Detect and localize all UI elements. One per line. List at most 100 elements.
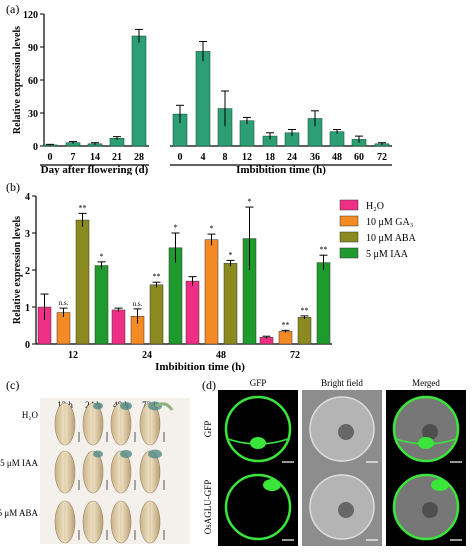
- x-tick-label: 14: [90, 152, 100, 163]
- seed: [82, 450, 108, 494]
- seed: [54, 450, 80, 494]
- x-tick-label: 24: [142, 350, 152, 361]
- bar: [94, 265, 109, 345]
- panel-a-group2-title: Imbibition time (h): [236, 164, 326, 175]
- x-tick-label: 12: [242, 152, 252, 163]
- panel-d-label: (d): [202, 378, 216, 392]
- seed: [54, 402, 80, 446]
- significance-mark: *: [229, 250, 233, 259]
- panel-b-bars: [37, 206, 331, 345]
- column-label: GFP: [250, 378, 267, 388]
- y-tick-label: 0: [33, 142, 38, 153]
- legend-label: 5 μM IAA: [366, 249, 409, 260]
- column-label: Bright field: [321, 378, 363, 388]
- bar: [56, 312, 71, 345]
- significance-mark: *: [248, 197, 252, 206]
- x-tick-label: 24: [287, 152, 297, 163]
- panel-a-group1-title: Day after flowering (d): [41, 164, 149, 175]
- bar: [239, 120, 255, 147]
- bar: [149, 284, 164, 345]
- legend-swatch: [339, 215, 359, 227]
- panel-b-label: (b): [6, 180, 20, 194]
- x-tick-label: 7: [71, 152, 76, 163]
- bar: [131, 35, 147, 147]
- x-tick-label: 18: [265, 152, 275, 163]
- significance-mark: n.s.: [59, 299, 69, 307]
- significance-mark: n.s.: [133, 300, 143, 308]
- legend-label: 10 μM ABA: [366, 233, 417, 244]
- x-tick-label: 60: [354, 152, 364, 163]
- significance-mark: **: [282, 320, 290, 329]
- legend-swatch: [339, 247, 359, 259]
- significance-mark: **: [320, 245, 328, 254]
- significance-mark: **: [153, 272, 161, 281]
- legend-label: 10 μM GA₃: [366, 217, 413, 228]
- seed: [139, 401, 174, 446]
- bar: [204, 239, 219, 345]
- micrograph: [218, 468, 298, 546]
- x-tick-label: 48: [216, 350, 226, 361]
- seed: [82, 500, 108, 544]
- panel-b-xlabel: Imbibition time (h): [155, 361, 245, 373]
- y-tick-label: 1: [25, 303, 30, 314]
- x-tick-label: 48: [332, 152, 342, 163]
- seed: [110, 450, 136, 494]
- panel-b-ylabel: Relative expression levels: [12, 216, 23, 324]
- panel-a-label: (a): [6, 2, 19, 16]
- significance-mark: *: [174, 223, 178, 232]
- y-tick-label: 2: [25, 266, 30, 277]
- row-label: GFP: [203, 421, 213, 438]
- significance-mark: **: [301, 306, 309, 315]
- seed: [139, 500, 165, 544]
- y-tick-label: 3: [25, 229, 30, 240]
- row-label: H₂O: [22, 410, 39, 420]
- row-label: 5 μM ABA: [0, 508, 38, 518]
- x-tick-label: 0: [178, 152, 183, 163]
- y-tick-label: 60: [28, 76, 38, 87]
- y-tick-label: 0: [25, 340, 30, 351]
- y-tick-label: 90: [28, 43, 38, 54]
- y-tick-label: 120: [23, 10, 38, 21]
- seed: [110, 402, 136, 446]
- y-tick-label: 30: [28, 109, 38, 120]
- seed: [82, 402, 108, 446]
- legend-swatch: [339, 199, 359, 211]
- significance-mark: **: [79, 203, 87, 212]
- legend-label: H₂O: [366, 201, 384, 212]
- bar: [111, 309, 126, 345]
- bar: [185, 280, 200, 345]
- bar: [75, 219, 90, 345]
- seed: [110, 500, 136, 544]
- bar: [278, 331, 293, 345]
- micrograph: [302, 390, 382, 468]
- significance-mark: *: [210, 224, 214, 233]
- column-label: Merged: [412, 378, 440, 388]
- bar: [223, 263, 238, 345]
- legend-swatch: [339, 231, 359, 243]
- x-tick-label: 4: [201, 152, 206, 163]
- micrograph: [302, 468, 382, 546]
- x-tick-label: 8: [223, 152, 228, 163]
- x-tick-label: 72: [290, 350, 300, 361]
- bar: [297, 317, 312, 345]
- panel-b-legend: H₂O 10 μM GA₃ 10 μM ABA 5 μM IAA: [339, 199, 417, 260]
- y-tick-label: 4: [25, 192, 30, 203]
- micrograph: [386, 390, 466, 468]
- panel-c-label: (c): [6, 378, 19, 392]
- panel-a-bars: [42, 28, 390, 147]
- chart-b: (b) Relative expression levels 0123412n.…: [6, 180, 417, 373]
- bar: [316, 262, 331, 345]
- seed: [139, 449, 165, 494]
- seed: [54, 500, 80, 544]
- row-label: OsAGLU-GFP: [203, 480, 213, 535]
- panel-a-ylabel: Relative expression levels: [12, 26, 23, 134]
- chart-a: (a) Relative expression levels 0 30 60 90 12…: [6, 2, 392, 175]
- bar: [195, 51, 211, 147]
- row-label: 5 μM IAA: [0, 458, 38, 468]
- panel-d: (d) GFP Bright field Merged GFP OsAGLU-GFP: [198, 376, 474, 548]
- micrograph: [386, 468, 466, 546]
- micrograph: [218, 390, 298, 468]
- x-tick-label: 21: [112, 152, 122, 163]
